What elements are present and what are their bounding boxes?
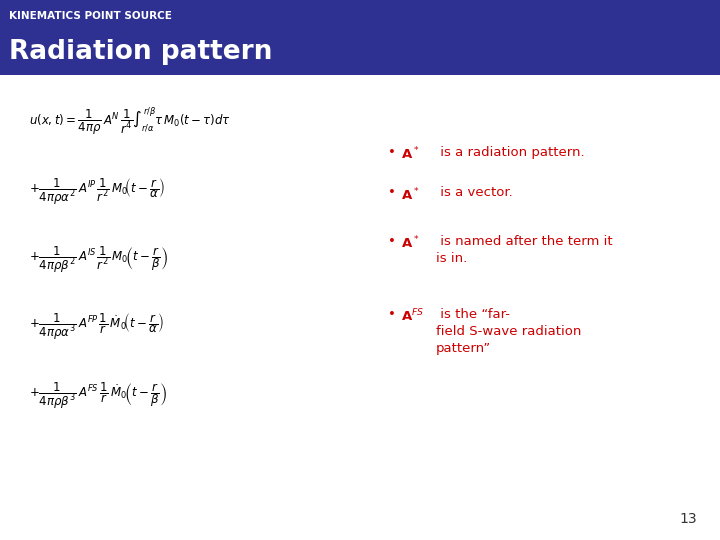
- Text: is a radiation pattern.: is a radiation pattern.: [436, 146, 584, 159]
- Text: •: •: [389, 308, 396, 321]
- Text: is a vector.: is a vector.: [436, 186, 513, 199]
- Text: $+\dfrac{1}{4\pi\rho\alpha^3}\,A^{FP}\,\dfrac{1}{r}\,\dot{M}_0\!\left(t-\dfrac{r: $+\dfrac{1}{4\pi\rho\alpha^3}\,A^{FP}\,\…: [29, 311, 164, 342]
- Text: $\mathbf{A}^*$: $\mathbf{A}^*$: [401, 235, 420, 252]
- Text: $+\dfrac{1}{4\pi\rho\alpha^2}\,A^{IP}\,\dfrac{1}{r^2}\,M_0\!\left(t-\dfrac{r}{\a: $+\dfrac{1}{4\pi\rho\alpha^2}\,A^{IP}\,\…: [29, 176, 166, 207]
- Text: $u(x,t) = \dfrac{1}{4\pi\rho}\,A^{N}\,\dfrac{1}{r^4}\int_{r/\alpha}^{r/\beta}\ta: $u(x,t) = \dfrac{1}{4\pi\rho}\,A^{N}\,\d…: [29, 105, 231, 138]
- Text: Radiation pattern: Radiation pattern: [9, 39, 272, 65]
- Text: $\mathbf{A}^{FS}$: $\mathbf{A}^{FS}$: [401, 308, 424, 325]
- Text: $+\dfrac{1}{4\pi\rho\beta^3}\,A^{FS}\,\dfrac{1}{r}\,\dot{M}_0\!\left(t-\dfrac{r}: $+\dfrac{1}{4\pi\rho\beta^3}\,A^{FS}\,\d…: [29, 380, 167, 411]
- Text: is the “far-
field S-wave radiation
pattern”: is the “far- field S-wave radiation patt…: [436, 308, 581, 355]
- Text: $+\dfrac{1}{4\pi\rho\beta^2}\,A^{IS}\,\dfrac{1}{r^2}\,M_0\!\left(t-\dfrac{r}{\be: $+\dfrac{1}{4\pi\rho\beta^2}\,A^{IS}\,\d…: [29, 244, 168, 275]
- FancyBboxPatch shape: [0, 0, 720, 75]
- Text: KINEMATICS POINT SOURCE: KINEMATICS POINT SOURCE: [9, 11, 171, 22]
- Text: •: •: [389, 235, 396, 248]
- Text: $\mathbf{A}^*$: $\mathbf{A}^*$: [401, 146, 420, 163]
- Text: 13: 13: [680, 512, 697, 526]
- Text: $\mathbf{A}^*$: $\mathbf{A}^*$: [401, 186, 420, 203]
- Text: •: •: [389, 146, 396, 159]
- Text: •: •: [389, 186, 396, 199]
- Text: is named after the term it
is in.: is named after the term it is in.: [436, 235, 612, 265]
